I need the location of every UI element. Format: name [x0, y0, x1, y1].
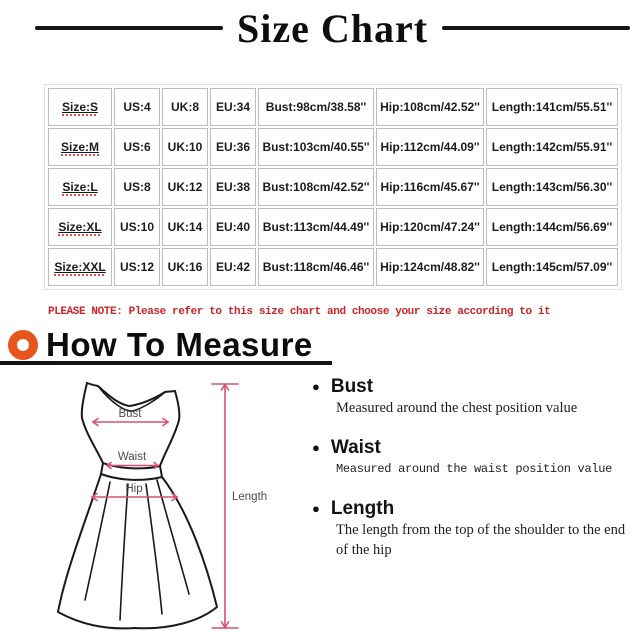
- orange-ring-icon: [8, 330, 38, 360]
- hip-cell: Hip:120cm/47.24'': [376, 208, 484, 246]
- please-note-text: PLEASE NOTE: Please refer to this size c…: [48, 306, 551, 318]
- bust-cell: Bust:103cm/40.55'': [258, 128, 374, 166]
- bullet-icon: ●: [312, 379, 320, 394]
- size-label: Size:XL: [58, 220, 103, 236]
- length-cell: Length:143cm/56.30'': [486, 168, 618, 206]
- length-description: The length from the top of the shoulder …: [336, 522, 626, 558]
- waist-label: Waist: [330, 437, 381, 458]
- length-definition: ● Length The length from the top of the …: [312, 498, 627, 560]
- bust-cell: Bust:108cm/42.52'': [258, 168, 374, 206]
- page-title-row: Size Chart: [0, 2, 640, 54]
- size-table-wrapper: Size:S US:4 UK:8 EU:34 Bust:98cm/38.58''…: [44, 84, 622, 290]
- measurement-lines: [90, 383, 239, 629]
- bust-definition: ● Bust Measured around the chest positio…: [312, 376, 627, 418]
- table-row: Size:L US:8 UK:12 EU:38 Bust:108cm/42.52…: [48, 168, 618, 206]
- uk-cell: UK:14: [162, 208, 208, 246]
- title-rule-left: [35, 26, 223, 30]
- diagram-labels: Bust Waist Hip Length: [118, 408, 267, 503]
- size-label: Size:S: [61, 100, 99, 116]
- hip-cell: Hip:116cm/45.67'': [376, 168, 484, 206]
- table-row: Size:XXL US:12 UK:16 EU:42 Bust:118cm/46…: [48, 248, 618, 286]
- size-cell: Size:S: [48, 88, 112, 126]
- size-cell: Size:M: [48, 128, 112, 166]
- how-to-measure-heading: How To Measure: [8, 326, 313, 364]
- us-cell: US:6: [114, 128, 160, 166]
- hip-cell: Hip:108cm/42.52'': [376, 88, 484, 126]
- length-cell: Length:141cm/55.51'': [486, 88, 618, 126]
- length-cell: Length:145cm/57.09'': [486, 248, 618, 286]
- size-label: Size:M: [60, 140, 100, 156]
- size-cell: Size:L: [48, 168, 112, 206]
- us-cell: US:10: [114, 208, 160, 246]
- table-row: Size:S US:4 UK:8 EU:34 Bust:98cm/38.58''…: [48, 88, 618, 126]
- dress-measurement-diagram: Bust Waist Hip Length: [57, 382, 267, 630]
- uk-cell: UK:16: [162, 248, 208, 286]
- size-cell: Size:XXL: [48, 248, 112, 286]
- eu-cell: EU:38: [210, 168, 256, 206]
- waist-description: Measured around the waist position value: [336, 462, 613, 476]
- page-title: Size Chart: [236, 5, 429, 51]
- how-to-measure-title: How To Measure: [46, 326, 313, 363]
- table-row: Size:XL US:10 UK:14 EU:40 Bust:113cm/44.…: [48, 208, 618, 246]
- title-rule-right: [442, 26, 631, 30]
- bullet-icon: ●: [312, 501, 320, 516]
- bust-label: Bust: [330, 376, 374, 397]
- length-label: Length: [330, 498, 395, 519]
- eu-cell: EU:42: [210, 248, 256, 286]
- length-cell: Length:142cm/55.91'': [486, 128, 618, 166]
- diagram-hip-label: Hip: [125, 483, 142, 495]
- size-label: Size:XXL: [54, 260, 107, 276]
- uk-cell: UK:10: [162, 128, 208, 166]
- us-cell: US:4: [114, 88, 160, 126]
- waist-definition: ● Waist Measured around the waist positi…: [312, 437, 627, 479]
- eu-cell: EU:36: [210, 128, 256, 166]
- measure-definitions: ● Bust Measured around the chest positio…: [312, 376, 627, 579]
- dress-outline: [57, 382, 218, 630]
- eu-cell: EU:40: [210, 208, 256, 246]
- diagram-length-label: Length: [232, 491, 267, 503]
- uk-cell: UK:12: [162, 168, 208, 206]
- diagram-bust-label: Bust: [118, 408, 142, 420]
- bust-cell: Bust:113cm/44.49'': [258, 208, 374, 246]
- size-label: Size:L: [62, 180, 99, 196]
- bust-cell: Bust:98cm/38.58'': [258, 88, 374, 126]
- hip-cell: Hip:112cm/44.09'': [376, 128, 484, 166]
- bust-cell: Bust:118cm/46.46'': [258, 248, 374, 286]
- us-cell: US:8: [114, 168, 160, 206]
- size-cell: Size:XL: [48, 208, 112, 246]
- bullet-icon: ●: [312, 440, 320, 455]
- length-cell: Length:144cm/56.69'': [486, 208, 618, 246]
- uk-cell: UK:8: [162, 88, 208, 126]
- heading-underline: [0, 361, 332, 365]
- table-row: Size:M US:6 UK:10 EU:36 Bust:103cm/40.55…: [48, 128, 618, 166]
- diagram-waist-label: Waist: [118, 451, 147, 463]
- size-table: Size:S US:4 UK:8 EU:34 Bust:98cm/38.58''…: [46, 86, 620, 288]
- us-cell: US:12: [114, 248, 160, 286]
- bust-description: Measured around the chest position value: [336, 400, 578, 416]
- hip-cell: Hip:124cm/48.82'': [376, 248, 484, 286]
- eu-cell: EU:34: [210, 88, 256, 126]
